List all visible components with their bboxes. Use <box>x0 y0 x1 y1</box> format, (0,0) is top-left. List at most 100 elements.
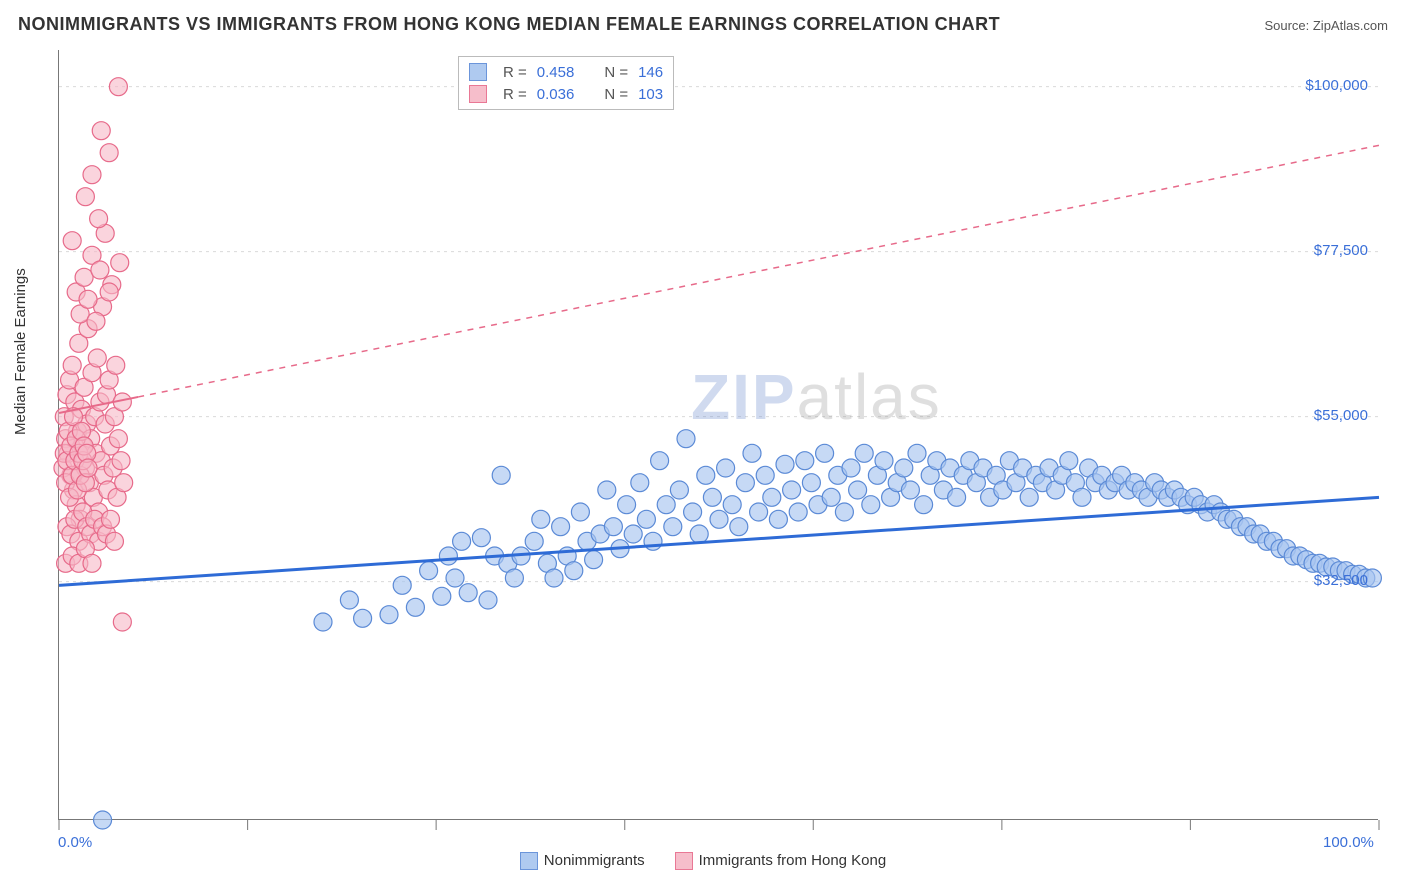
nonimmigrants-point <box>802 474 820 492</box>
n-value: 103 <box>638 86 663 103</box>
nonimmigrants-point <box>756 466 774 484</box>
nonimmigrants-point <box>796 452 814 470</box>
nonimmigrants-point <box>948 488 966 506</box>
nonimmigrants-point <box>783 481 801 499</box>
immigrants_hk-point <box>100 283 118 301</box>
y-tick-label: $55,000 <box>1248 407 1368 424</box>
y-tick-label: $32,500 <box>1248 572 1368 589</box>
legend-swatch <box>469 63 487 81</box>
nonimmigrants-point <box>479 591 497 609</box>
nonimmigrants-point <box>472 529 490 547</box>
stats-legend-row: R =0.036N =103 <box>469 83 663 105</box>
immigrants_hk-point <box>83 166 101 184</box>
source-name: ZipAtlas.com <box>1313 18 1388 33</box>
nonimmigrants-point <box>552 518 570 536</box>
stats-legend: R =0.458N =146R =0.036N =103 <box>458 56 674 110</box>
legend-item: Nonimmigrants <box>520 852 645 870</box>
series-legend: Nonimmigrants Immigrants from Hong Kong <box>0 852 1406 870</box>
n-label: N = <box>604 86 628 103</box>
nonimmigrants-point <box>697 466 715 484</box>
nonimmigrants-point <box>895 459 913 477</box>
nonimmigrants-point <box>842 459 860 477</box>
nonimmigrants-point <box>94 811 112 829</box>
nonimmigrants-point <box>670 481 688 499</box>
immigrants_hk-point <box>107 356 125 374</box>
immigrants_hk-point <box>100 144 118 162</box>
source-prefix: Source: <box>1264 18 1312 33</box>
chart-title: NONIMMIGRANTS VS IMMIGRANTS FROM HONG KO… <box>18 14 1000 35</box>
y-tick-label: $100,000 <box>1248 77 1368 94</box>
nonimmigrants-point <box>776 455 794 473</box>
legend-label: Immigrants from Hong Kong <box>699 852 887 869</box>
nonimmigrants-point <box>624 525 642 543</box>
nonimmigrants-point <box>433 587 451 605</box>
nonimmigrants-point <box>406 598 424 616</box>
nonimmigrants-point <box>710 510 728 528</box>
nonimmigrants-point <box>849 481 867 499</box>
nonimmigrants-point <box>657 496 675 514</box>
nonimmigrants-point <box>763 488 781 506</box>
stats-legend-row: R =0.458N =146 <box>469 61 663 83</box>
nonimmigrants-point <box>908 444 926 462</box>
nonimmigrants-point <box>631 474 649 492</box>
nonimmigrants-point <box>875 452 893 470</box>
immigrants_hk-point <box>90 210 108 228</box>
nonimmigrants-point <box>677 430 695 448</box>
nonimmigrants-point <box>453 532 471 550</box>
nonimmigrants-point <box>822 488 840 506</box>
nonimmigrants-point <box>723 496 741 514</box>
nonimmigrants-point <box>730 518 748 536</box>
y-tick-label: $77,500 <box>1248 242 1368 259</box>
nonimmigrants-point <box>505 569 523 587</box>
r-value: 0.036 <box>537 86 575 103</box>
nonimmigrants-point <box>314 613 332 631</box>
immigrants_hk-point <box>91 261 109 279</box>
nonimmigrants-point <box>446 569 464 587</box>
immigrants_hk-point <box>109 78 127 96</box>
immigrants_hk-point <box>76 188 94 206</box>
immigrants_hk-point <box>105 532 123 550</box>
nonimmigrants-point <box>545 569 563 587</box>
r-value: 0.458 <box>537 64 575 81</box>
nonimmigrants-point <box>459 584 477 602</box>
n-value: 146 <box>638 64 663 81</box>
immigrants_hk-point <box>112 452 130 470</box>
nonimmigrants-point <box>420 562 438 580</box>
nonimmigrants-point <box>769 510 787 528</box>
immigrants_hk-point <box>83 554 101 572</box>
nonimmigrants-point <box>717 459 735 477</box>
immigrants_hk-point <box>87 312 105 330</box>
nonimmigrants-point <box>571 503 589 521</box>
immigrants_hk-point <box>115 474 133 492</box>
nonimmigrants-point <box>532 510 550 528</box>
nonimmigrants-point <box>1020 488 1038 506</box>
immigrants_hk-point <box>88 349 106 367</box>
nonimmigrants-point <box>618 496 636 514</box>
immigrants_hk-point <box>63 232 81 250</box>
nonimmigrants-point <box>565 562 583 580</box>
nonimmigrants-point <box>736 474 754 492</box>
nonimmigrants-point <box>340 591 358 609</box>
nonimmigrants-point <box>354 609 372 627</box>
nonimmigrants-point <box>690 525 708 543</box>
nonimmigrants-point <box>684 503 702 521</box>
immigrants_hk-point <box>109 430 127 448</box>
nonimmigrants-point <box>439 547 457 565</box>
immigrants_hk-point <box>63 356 81 374</box>
immigrants_hk-point <box>79 290 97 308</box>
nonimmigrants-point <box>789 503 807 521</box>
nonimmigrants-point <box>664 518 682 536</box>
legend-item: Immigrants from Hong Kong <box>675 852 887 870</box>
nonimmigrants-point <box>525 532 543 550</box>
immigrants_hk-point <box>92 122 110 140</box>
legend-swatch <box>520 852 538 870</box>
nonimmigrants-point <box>835 503 853 521</box>
nonimmigrants-point <box>743 444 761 462</box>
plot-area: ZIPatlas <box>58 50 1378 820</box>
nonimmigrants-point <box>651 452 669 470</box>
nonimmigrants-point <box>598 481 616 499</box>
nonimmigrants-point <box>703 488 721 506</box>
immigrants_hk-point <box>79 459 97 477</box>
nonimmigrants-point <box>1073 488 1091 506</box>
nonimmigrants-point <box>816 444 834 462</box>
